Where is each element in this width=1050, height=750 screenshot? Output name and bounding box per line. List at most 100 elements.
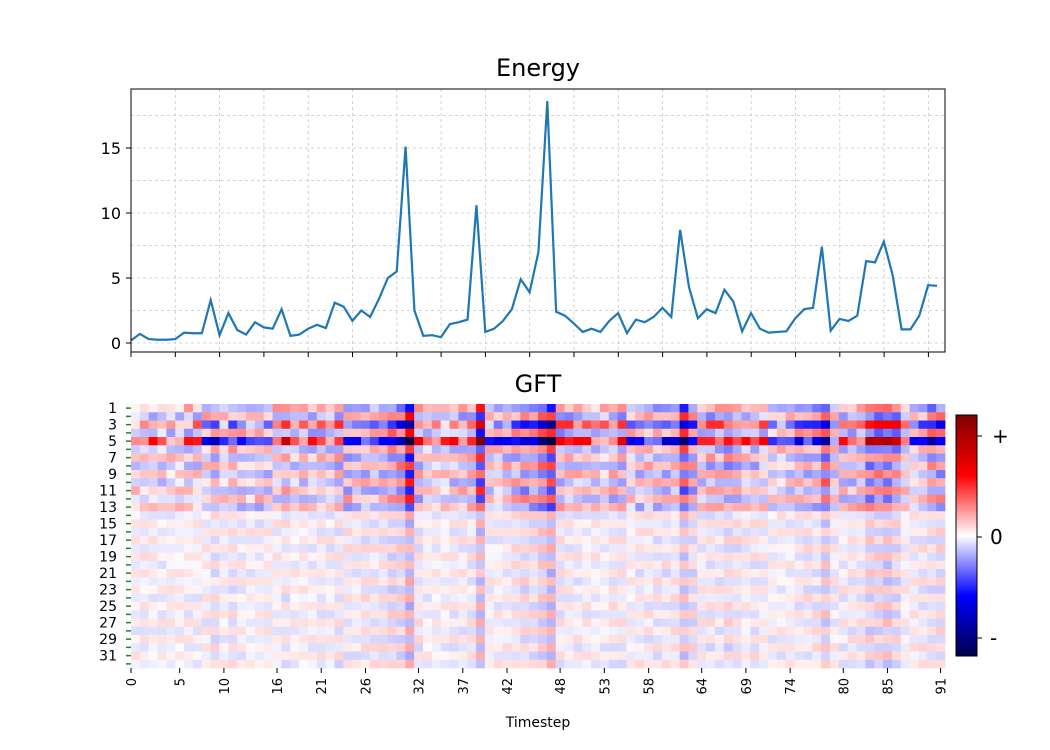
heatmap-cell <box>290 585 300 595</box>
heatmap-cell <box>511 585 521 595</box>
heatmap-cell <box>281 618 291 628</box>
heatmap-cell <box>865 404 875 413</box>
heatmap-y-tick-label: 21 <box>99 566 117 582</box>
heatmap-cell <box>564 569 574 578</box>
heatmap-cell <box>555 610 565 619</box>
heatmap-cell <box>378 585 388 595</box>
heatmap-cell <box>635 445 645 454</box>
heatmap-cell <box>361 602 371 611</box>
heatmap-cell <box>175 585 185 595</box>
heatmap-cell <box>201 618 212 628</box>
heatmap-cell <box>891 659 902 669</box>
heatmap-cell <box>299 626 309 636</box>
heatmap-cell <box>626 461 636 471</box>
heatmap-cell <box>502 445 512 454</box>
heatmap-cell <box>396 635 406 644</box>
heatmap-cell <box>812 420 822 430</box>
heatmap-cell <box>166 577 176 586</box>
colorbar-zero-label: 0 <box>990 525 1003 549</box>
heatmap-cell <box>759 577 769 586</box>
heatmap-cell <box>838 453 849 463</box>
heatmap-cell <box>361 470 371 479</box>
heatmap-cell <box>582 602 592 611</box>
heatmap-cell <box>546 503 557 512</box>
heatmap-cell <box>688 404 698 413</box>
heatmap-cell <box>741 635 751 644</box>
heatmap-cell <box>635 404 645 413</box>
heatmap-cell <box>210 593 220 603</box>
heatmap-cell <box>812 577 822 586</box>
heatmap-cell <box>201 610 212 619</box>
heatmap-cell <box>175 560 185 570</box>
heatmap-cell <box>254 635 265 644</box>
heatmap-cell <box>741 618 751 628</box>
heatmap-cell <box>847 610 857 619</box>
heatmap-cell <box>794 552 804 562</box>
heatmap-cell <box>874 552 884 562</box>
heatmap-cell <box>219 470 229 479</box>
heatmap-x-tick-label: 69 <box>740 678 755 695</box>
heatmap-cell <box>440 437 450 446</box>
heatmap-cell <box>626 437 636 446</box>
heatmap-cell <box>511 486 521 496</box>
heatmap-cell <box>369 527 380 537</box>
heatmap-cell <box>405 453 415 463</box>
heatmap-cell <box>891 486 902 496</box>
heatmap-cell <box>175 602 185 611</box>
heatmap-cell <box>192 635 203 644</box>
heatmap-cell <box>812 486 822 496</box>
heatmap-cell <box>546 412 557 421</box>
heatmap-cell <box>219 593 229 603</box>
heatmap-cell <box>299 659 309 669</box>
heatmap-cell <box>201 602 212 611</box>
heatmap-cell <box>838 437 849 446</box>
heatmap-x-tick-label: 42 <box>501 678 516 695</box>
heatmap-cell <box>635 610 645 619</box>
heatmap-cell <box>175 420 185 430</box>
heatmap-cell <box>157 404 167 413</box>
heatmap-cell <box>573 577 583 586</box>
heatmap-cell <box>599 610 610 619</box>
heatmap-cell <box>476 420 486 430</box>
heatmap-cell <box>706 437 716 446</box>
heatmap-cell <box>803 585 813 595</box>
heatmap-cell <box>644 428 654 438</box>
heatmap-cell <box>237 569 247 578</box>
heatmap-cell <box>201 527 212 537</box>
heatmap-cell <box>741 552 751 562</box>
heatmap-cell <box>555 552 565 562</box>
heatmap-cell <box>343 437 353 446</box>
heatmap-cell <box>812 445 822 454</box>
heatmap-cell <box>307 478 318 487</box>
heatmap-cell <box>759 626 769 636</box>
heatmap-cell <box>166 503 176 512</box>
heatmap-cell <box>272 420 282 430</box>
heatmap-cell <box>440 412 450 421</box>
heatmap-cell <box>900 420 911 430</box>
heatmap-cell <box>378 618 388 628</box>
heatmap-cell <box>883 470 893 479</box>
heatmap-cell <box>936 445 946 454</box>
heatmap-cell <box>936 635 946 644</box>
heatmap-cell <box>865 453 875 463</box>
heatmap-cell <box>281 610 291 619</box>
heatmap-cell <box>246 626 256 636</box>
heatmap-cell <box>759 519 769 529</box>
heatmap-cell <box>538 478 548 487</box>
heatmap-cell <box>644 544 654 553</box>
heatmap-cell <box>192 536 203 545</box>
heatmap-cell <box>750 527 760 537</box>
heatmap-cell <box>263 544 273 553</box>
heatmap-cell <box>821 536 831 545</box>
heatmap-cell <box>821 486 831 496</box>
heatmap-cell <box>254 494 265 504</box>
heatmap-cell <box>387 610 397 619</box>
heatmap-cell <box>299 478 309 487</box>
heatmap-cell <box>148 618 158 628</box>
heatmap-cell <box>529 659 539 669</box>
heatmap-cell <box>210 503 220 512</box>
heatmap-cell <box>502 470 512 479</box>
heatmap-cell <box>599 544 610 553</box>
heatmap-cell <box>139 494 150 504</box>
heatmap-cell <box>378 445 388 454</box>
